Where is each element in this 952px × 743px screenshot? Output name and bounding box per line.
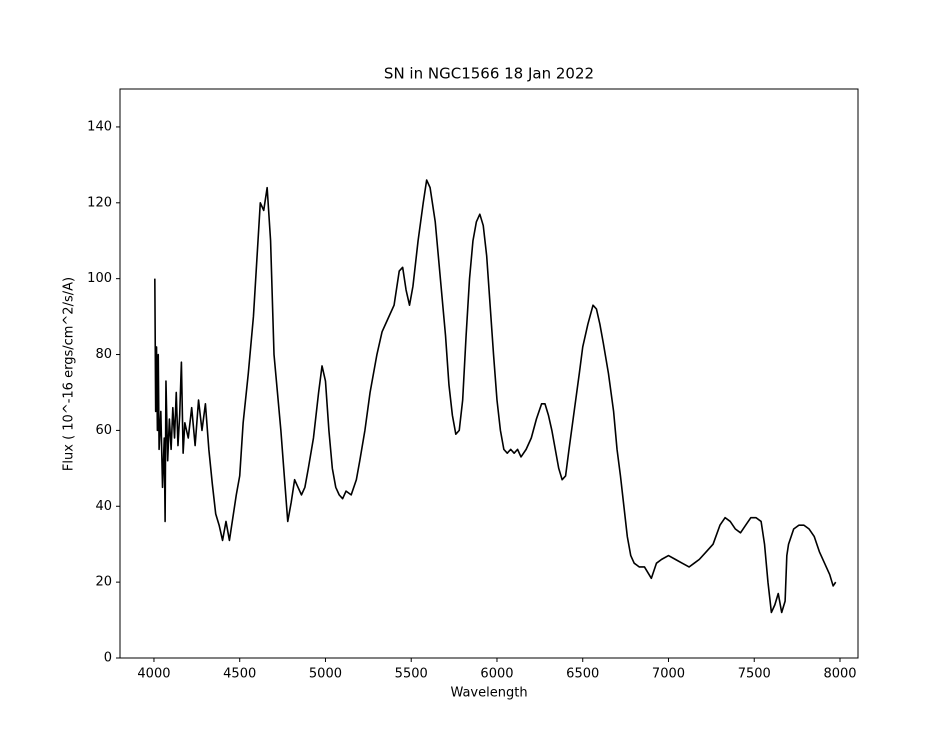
y-axis-label: Flux ( 10^-16 ergs/cm^2/s/A) bbox=[62, 277, 77, 471]
spectrum-line bbox=[154, 179, 837, 614]
plot-frame bbox=[119, 88, 859, 659]
x-tick-label: 5500 bbox=[395, 667, 428, 682]
y-tick-label: 40 bbox=[95, 499, 112, 514]
y-tick-label: 120 bbox=[87, 195, 112, 210]
x-tick-label: 4000 bbox=[137, 667, 170, 682]
y-tick-label: 80 bbox=[95, 347, 112, 362]
x-tick-label: 5000 bbox=[309, 667, 342, 682]
x-tick-label: 4500 bbox=[223, 667, 256, 682]
y-tick-label: 20 bbox=[95, 575, 112, 590]
x-axis-label: Wavelength bbox=[450, 686, 527, 701]
x-tick-label: 6000 bbox=[480, 667, 513, 682]
y-tick-label: 140 bbox=[87, 119, 112, 134]
y-tick-label: 0 bbox=[104, 651, 112, 666]
x-tick-label: 7500 bbox=[738, 667, 771, 682]
y-tick-label: 100 bbox=[87, 271, 112, 286]
x-tick-label: 7000 bbox=[652, 667, 685, 682]
y-tick-label: 60 bbox=[95, 423, 112, 438]
x-tick-label: 8000 bbox=[823, 667, 856, 682]
chart-title: SN in NGC1566 18 Jan 2022 bbox=[384, 65, 594, 83]
x-tick-label: 6500 bbox=[566, 667, 599, 682]
